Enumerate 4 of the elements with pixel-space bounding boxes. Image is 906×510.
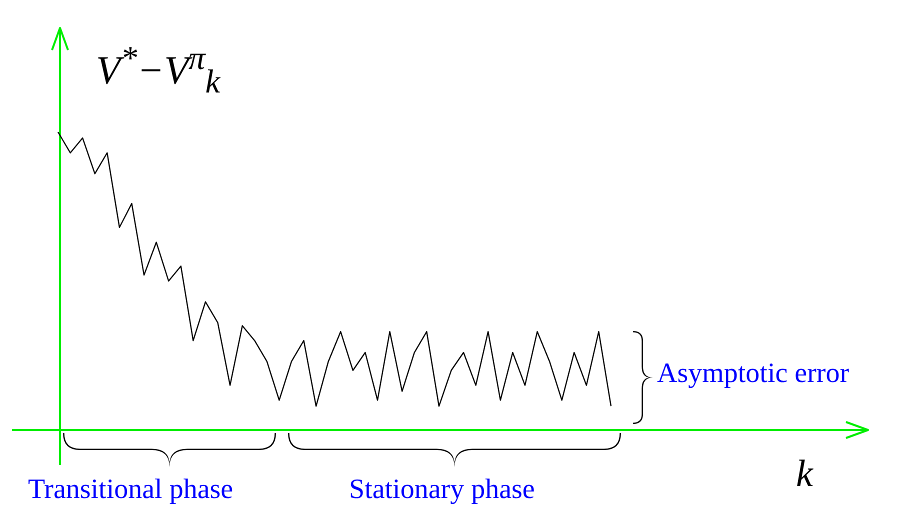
text: Asymptotic error — [657, 358, 850, 390]
text: Transitional phase — [28, 474, 234, 506]
text: Stationary phase — [349, 474, 535, 506]
x-axis-title: k — [796, 452, 813, 496]
